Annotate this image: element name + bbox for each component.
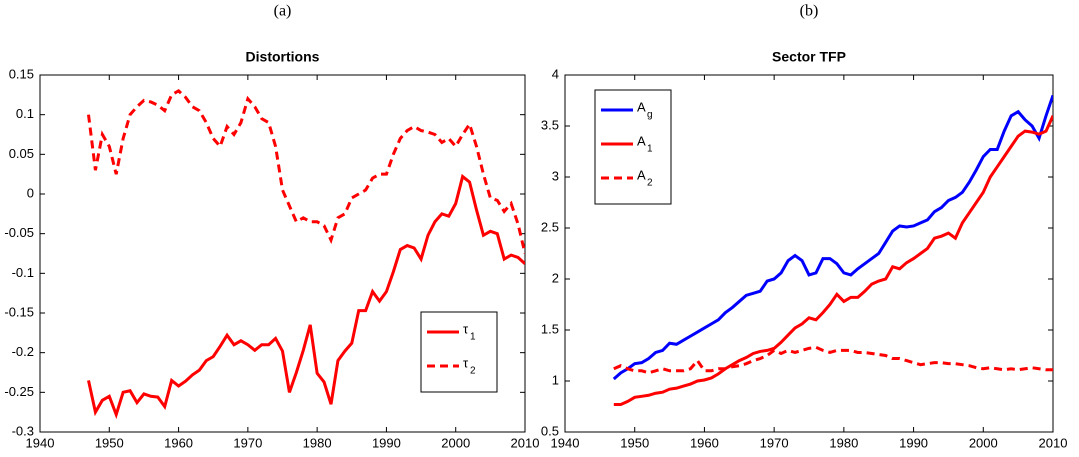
- y-tick-label: 0.05: [9, 146, 34, 161]
- y-tick-label: 2.5: [541, 219, 559, 234]
- y-tick-label: 1.5: [541, 321, 559, 336]
- y-tick-label: -0.05: [4, 225, 34, 240]
- panel-label: (b): [800, 3, 819, 20]
- legend-label: τ: [463, 321, 469, 336]
- x-tick-label: 1960: [164, 435, 193, 450]
- y-tick-label: 2: [552, 270, 559, 285]
- x-tick-label: 2000: [441, 435, 470, 450]
- x-tick-label: 1970: [760, 435, 789, 450]
- y-tick-label: 1: [552, 372, 559, 387]
- y-tick-label: 3.5: [541, 117, 559, 132]
- y-tick-label: -0.25: [4, 384, 34, 399]
- y-tick-label: 3: [552, 168, 559, 183]
- x-tick-label: 1940: [26, 435, 55, 450]
- legend-label: A: [637, 167, 646, 182]
- chart-title: Sector TFP: [772, 49, 846, 65]
- x-tick-label: 1970: [233, 435, 262, 450]
- y-tick-label: 0.5: [541, 423, 559, 438]
- y-tick-label: 0.15: [9, 66, 34, 81]
- legend-box: [594, 89, 672, 205]
- legend-subscript: 1: [470, 332, 476, 343]
- legend-label: A: [637, 99, 646, 114]
- x-tick-label: 1990: [372, 435, 401, 450]
- y-tick-label: -0.2: [12, 344, 34, 359]
- data-line: [87, 89, 525, 254]
- y-tick-label: 0: [27, 185, 34, 200]
- y-tick-label: -0.3: [12, 423, 34, 438]
- data-line: [87, 173, 525, 420]
- x-tick-label: 1960: [690, 435, 719, 450]
- x-tick-label: 1980: [829, 435, 858, 450]
- x-tick-label: 1990: [899, 435, 928, 450]
- x-tick-label: 1950: [95, 435, 124, 450]
- y-tick-label: -0.1: [12, 265, 34, 280]
- legend-label: τ: [463, 355, 469, 370]
- data-line: [613, 115, 1053, 406]
- x-tick-label: 1980: [303, 435, 332, 450]
- legend-subscript: 2: [647, 178, 653, 189]
- legend-subscript: 1: [647, 144, 653, 155]
- legend-label: A: [637, 133, 646, 148]
- chart-title: Distortions: [246, 49, 320, 65]
- y-tick-label: 4: [552, 66, 559, 81]
- x-tick-label: 2000: [969, 435, 998, 450]
- legend-subscript: 2: [470, 366, 476, 377]
- data-line: [612, 94, 1053, 381]
- legend-box: [420, 311, 498, 393]
- x-tick-label: 1950: [620, 435, 649, 450]
- x-tick-label: 1940: [551, 435, 580, 450]
- x-tick-label: 2010: [511, 435, 540, 450]
- data-line: [613, 345, 1053, 375]
- y-tick-label: -0.15: [4, 304, 34, 319]
- x-tick-label: 2010: [1039, 435, 1068, 450]
- panel-label: (a): [274, 3, 292, 20]
- legend-subscript: g: [647, 110, 653, 121]
- y-tick-label: 0.1: [16, 106, 34, 121]
